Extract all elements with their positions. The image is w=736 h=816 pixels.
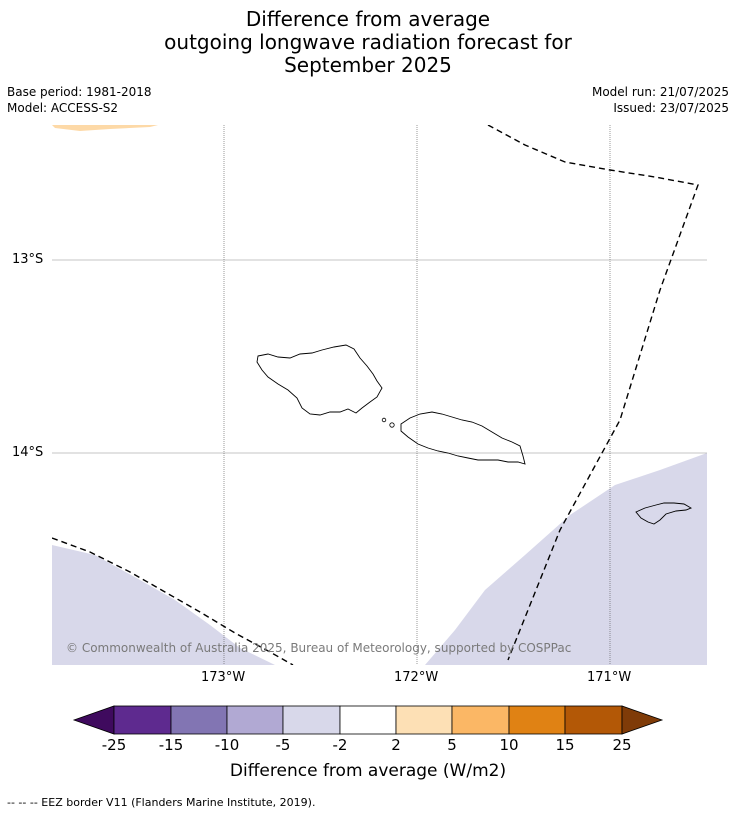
colorbar-tick: -25: [101, 736, 127, 754]
colorbar-tick: -15: [158, 736, 184, 754]
colorbar-tick: 5: [447, 736, 457, 754]
island-upolu: [400, 411, 526, 465]
colorbar-tick: -10: [214, 736, 240, 754]
colorbar-tick: 15: [555, 736, 575, 754]
colorbar-seg-7: [451, 705, 510, 735]
title-line-3: September 2025: [284, 53, 452, 77]
colorbar-tick: 2: [391, 736, 401, 754]
meta-right: Model run: 21/07/2025 Issued: 23/07/2025: [592, 84, 729, 116]
model-name: Model: ACCESS-S2: [7, 101, 119, 115]
model-run: Model run: 21/07/2025: [591, 85, 729, 99]
colorbar: [72, 705, 664, 735]
lon-label-171w: 171°W: [587, 670, 632, 685]
colorbar-tick: -2: [332, 736, 348, 754]
colorbar-extend-high: [621, 705, 664, 735]
title-line-2: outgoing longwave radiation forecast for: [164, 30, 572, 54]
copyright-notice: © Commonwealth of Australia 2025, Bureau…: [66, 641, 572, 655]
chart-title: Difference from average outgoing longwav…: [0, 8, 736, 77]
island-tutuila: [635, 502, 693, 525]
anomaly-fill-southeast: [425, 453, 707, 665]
lat-label-13s: 13°S: [12, 252, 44, 267]
colorbar-seg-4: [282, 705, 341, 735]
islet-apolima: [381, 417, 387, 423]
eez-border-east: [487, 125, 699, 661]
colorbar-tick: -5: [275, 736, 291, 754]
base-period: Base period: 1981-2018: [7, 85, 152, 99]
lon-label-172w: 172°W: [394, 670, 439, 685]
meta-left: Base period: 1981-2018 Model: ACCESS-S2: [7, 84, 152, 116]
colorbar-seg-8: [508, 705, 566, 735]
colorbar-seg-3: [226, 705, 284, 735]
colorbar-extend-low: [72, 705, 115, 735]
eez-legend-note: -- -- -- EEZ border V11 (Flanders Marine…: [7, 796, 316, 809]
colorbar-seg-2: [170, 705, 228, 735]
colorbar-seg-5: [339, 705, 397, 735]
anomaly-fill-southwest: [52, 545, 275, 665]
colorbar-seg-6: [395, 705, 453, 735]
colorbar-seg-9: [564, 705, 623, 735]
eez-border-southwest: [52, 537, 294, 665]
issued-date: Issued: 23/07/2025: [613, 101, 729, 115]
colorbar-tick: 25: [612, 736, 632, 754]
colorbar-tick: 10: [499, 736, 519, 754]
map: [52, 125, 707, 665]
anomaly-fill-north: [52, 125, 158, 131]
colorbar-label: Difference from average (W/m2): [229, 761, 507, 781]
island-savaii: [256, 344, 383, 416]
lat-label-14s: 14°S: [12, 445, 44, 460]
colorbar-seg-1: [113, 705, 172, 735]
lon-label-173w: 173°W: [201, 670, 246, 685]
title-line-1: Difference from average: [245, 7, 491, 31]
islet-manono: [389, 422, 395, 428]
